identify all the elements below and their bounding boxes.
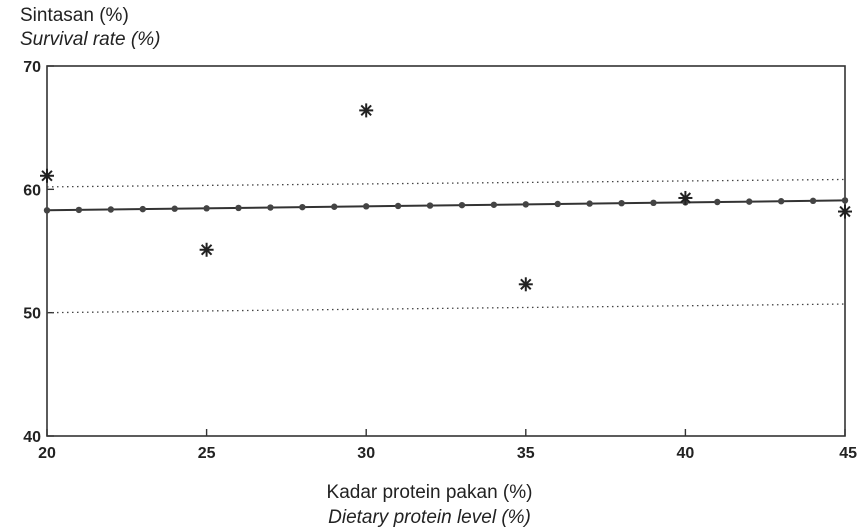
fitted-line-marker bbox=[650, 199, 657, 207]
observed-point bbox=[359, 103, 374, 118]
fitted-line-marker bbox=[107, 206, 115, 213]
fitted-line-marker bbox=[809, 197, 817, 205]
fitted-line-marker bbox=[458, 201, 466, 209]
fitted-line-marker bbox=[490, 201, 498, 208]
star-marker-stroke bbox=[200, 244, 213, 256]
x-axis-label: Kadar protein pakan (%) bbox=[326, 482, 533, 503]
star-marker-stroke bbox=[520, 278, 532, 290]
observed-point bbox=[678, 190, 693, 205]
x-tick-label: 40 bbox=[677, 445, 695, 462]
fitted-line-marker bbox=[235, 204, 242, 212]
x-tick-label: 25 bbox=[198, 445, 216, 462]
y-axis-title: Sintasan (%) Survival rate (%) bbox=[20, 4, 160, 52]
x-axis-title: Kadar protein pakan (%) Dietary protein … bbox=[0, 480, 859, 530]
fitted-line-marker bbox=[75, 206, 83, 214]
star-marker-stroke bbox=[360, 104, 372, 117]
fitted-line-marker bbox=[299, 203, 306, 211]
observed-point bbox=[838, 204, 852, 219]
y-tick-label: 60 bbox=[23, 182, 41, 199]
upper-confidence-band bbox=[46, 178, 846, 188]
x-tick-label: 20 bbox=[38, 445, 56, 462]
fitted-line-marker bbox=[714, 198, 721, 206]
observed-point bbox=[518, 277, 533, 292]
y-tick-label: 50 bbox=[23, 306, 41, 323]
fitted-line-marker bbox=[363, 203, 370, 210]
fitted-line-marker bbox=[139, 205, 146, 213]
x-axis-label-english: Dietary protein level (%) bbox=[328, 507, 531, 528]
observed-point bbox=[199, 242, 214, 257]
x-tick-label: 30 bbox=[357, 445, 375, 462]
observed-point bbox=[40, 168, 54, 183]
star-marker-stroke bbox=[41, 170, 53, 182]
x-tick-label: 35 bbox=[517, 445, 535, 462]
y-axis-label-english: Survival rate (%) bbox=[20, 29, 161, 50]
lower-confidence-band bbox=[46, 303, 846, 314]
x-tick-label: 45 bbox=[839, 445, 857, 462]
fitted-line-marker bbox=[586, 200, 593, 207]
fitted-line-marker bbox=[394, 202, 402, 210]
star-marker-stroke bbox=[679, 192, 692, 204]
star-marker-stroke bbox=[839, 205, 851, 218]
plot-frame bbox=[46, 65, 846, 437]
fitted-line-marker bbox=[522, 201, 529, 208]
y-axis-label: Sintasan (%) bbox=[20, 5, 129, 26]
fitted-line-marker bbox=[554, 200, 561, 208]
y-tick-label: 40 bbox=[23, 429, 41, 446]
fitted-line-marker bbox=[203, 205, 210, 212]
fitted-line-marker bbox=[777, 198, 785, 205]
fitted-line-marker bbox=[43, 207, 51, 214]
fitted-line bbox=[46, 199, 846, 212]
fitted-line-marker bbox=[618, 199, 625, 207]
fitted-line-marker bbox=[746, 198, 753, 205]
fitted-line-marker bbox=[426, 202, 434, 209]
y-tick-label: 70 bbox=[23, 59, 41, 76]
fitted-line-marker bbox=[171, 205, 178, 212]
fitted-line-marker bbox=[331, 203, 338, 210]
fitted-line-marker bbox=[841, 197, 849, 204]
fitted-line-marker bbox=[267, 204, 274, 211]
